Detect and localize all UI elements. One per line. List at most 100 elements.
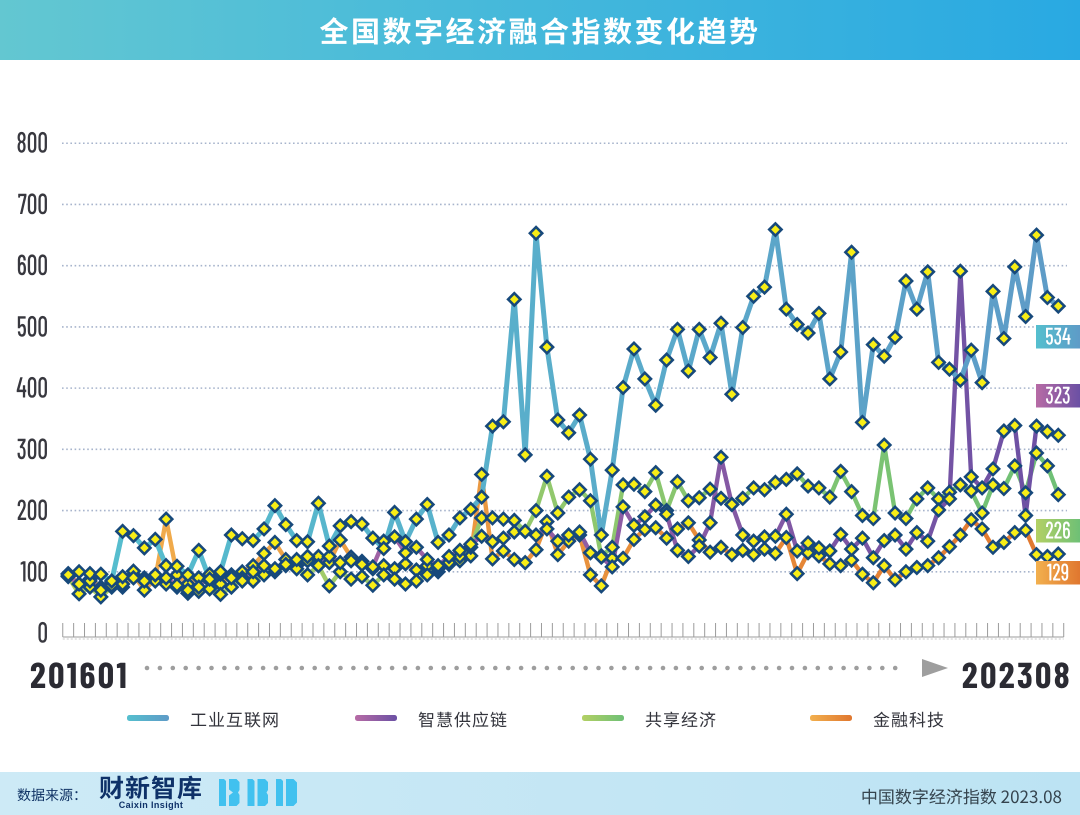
marker <box>1028 227 1045 244</box>
marker <box>647 464 664 481</box>
marker <box>963 468 980 485</box>
marker <box>386 528 403 545</box>
marker <box>353 516 370 533</box>
marker <box>169 577 185 594</box>
marker <box>277 556 294 573</box>
marker <box>854 530 871 547</box>
marker <box>636 483 653 500</box>
marker <box>256 520 273 537</box>
legend-item-smart-supply-chain: 智慧供应链 <box>355 700 508 736</box>
marker <box>71 585 88 602</box>
marker <box>321 538 338 555</box>
marker <box>713 449 729 466</box>
marker <box>375 540 392 557</box>
marker <box>528 541 545 558</box>
marker <box>386 571 403 588</box>
marker <box>832 557 849 574</box>
marker <box>397 555 414 572</box>
marker <box>745 479 762 496</box>
marker <box>702 349 719 366</box>
marker <box>1028 546 1045 563</box>
svg-text:226: 226 <box>1045 516 1070 544</box>
marker <box>408 539 425 556</box>
y-tick-label: 800 <box>17 124 48 159</box>
marker <box>974 505 991 521</box>
y-tick-label: 100 <box>20 553 48 588</box>
marker <box>974 479 991 496</box>
marker <box>1039 289 1056 306</box>
marker <box>136 539 153 556</box>
marker <box>495 511 512 528</box>
series-markers-industrial-internet <box>60 221 1067 589</box>
marker <box>669 520 686 537</box>
marker <box>419 566 436 583</box>
marker <box>854 414 871 431</box>
marker <box>658 530 675 547</box>
marker <box>941 490 958 507</box>
marker <box>549 533 566 550</box>
marker <box>549 546 566 563</box>
marker <box>723 546 740 563</box>
marker <box>158 511 175 528</box>
footer-right-text: 中国数字经济指数 2023.08 <box>860 783 1062 808</box>
marker <box>190 579 207 596</box>
marker <box>506 523 523 540</box>
data-source-label: 数据来源： <box>17 785 87 805</box>
legend-label-industrial-internet: 工业互联网 <box>190 705 280 731</box>
marker <box>1017 484 1034 501</box>
marker <box>658 506 675 523</box>
y-tick-label: 700 <box>18 186 48 221</box>
end-badge-smart-supply-chain: 323 <box>1036 381 1080 409</box>
marker <box>332 563 349 580</box>
marker <box>517 446 534 463</box>
marker <box>930 549 947 566</box>
end-badge-sharing-economy: 226 <box>1036 516 1080 544</box>
marker <box>103 572 120 589</box>
marker <box>593 577 610 594</box>
marker <box>299 548 316 565</box>
marker <box>908 490 925 507</box>
marker <box>495 542 512 559</box>
marker <box>353 568 370 585</box>
legend-swatch-sharing-economy <box>582 715 624 721</box>
marker <box>266 534 283 551</box>
marker <box>789 565 806 582</box>
legend-item-sharing-economy: 共享经济 <box>582 700 717 736</box>
marker <box>332 531 349 548</box>
marker <box>364 558 381 575</box>
marker <box>212 586 229 603</box>
marker <box>582 566 599 583</box>
marker <box>625 531 642 548</box>
marker <box>343 513 360 530</box>
marker <box>887 571 904 588</box>
marker <box>843 244 860 261</box>
marker <box>473 509 490 526</box>
marker <box>843 541 860 558</box>
x-axis-ruler <box>62 623 1065 640</box>
marker <box>223 569 240 586</box>
marker <box>1028 418 1045 435</box>
marker <box>451 509 468 526</box>
marker <box>658 351 675 368</box>
marker <box>702 544 719 561</box>
marker <box>778 301 795 318</box>
marker <box>430 557 447 574</box>
marker <box>517 523 534 540</box>
marker <box>92 582 109 599</box>
marker <box>734 490 751 507</box>
marker <box>919 533 936 550</box>
marker <box>625 340 642 357</box>
marker <box>1050 486 1067 503</box>
marker <box>897 563 914 580</box>
marker <box>245 532 262 549</box>
marker <box>441 548 457 565</box>
marker <box>310 557 327 574</box>
marker <box>517 554 534 571</box>
marker <box>669 321 686 338</box>
marker <box>473 466 490 483</box>
marker <box>810 305 827 322</box>
marker <box>985 460 1001 477</box>
marker <box>158 569 175 586</box>
marker <box>343 552 360 569</box>
marker <box>364 530 381 547</box>
